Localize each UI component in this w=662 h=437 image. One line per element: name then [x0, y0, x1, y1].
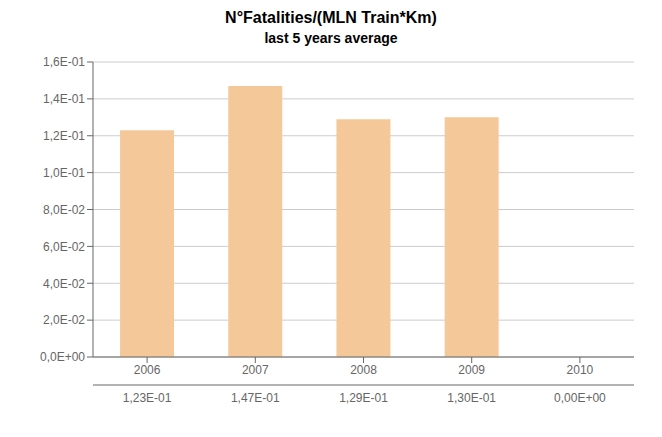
svg-text:1,29E-01: 1,29E-01 [339, 391, 388, 405]
svg-text:1,47E-01: 1,47E-01 [231, 391, 280, 405]
svg-text:1,23E-01: 1,23E-01 [123, 391, 172, 405]
svg-text:8,0E-02: 8,0E-02 [43, 203, 85, 217]
svg-text:2,0E-02: 2,0E-02 [43, 313, 85, 327]
svg-text:1,2E-01: 1,2E-01 [43, 129, 85, 143]
svg-text:2009: 2009 [458, 363, 485, 377]
svg-text:0,0E+00: 0,0E+00 [40, 350, 85, 364]
svg-text:6,0E-02: 6,0E-02 [43, 240, 85, 254]
svg-text:2008: 2008 [350, 363, 377, 377]
svg-text:4,0E-02: 4,0E-02 [43, 277, 85, 291]
svg-text:1,0E-01: 1,0E-01 [43, 166, 85, 180]
svg-text:0,00E+00: 0,00E+00 [554, 391, 606, 405]
svg-text:1,6E-01: 1,6E-01 [43, 55, 85, 69]
svg-text:2010: 2010 [567, 363, 594, 377]
svg-text:2006: 2006 [134, 363, 161, 377]
svg-text:1,4E-01: 1,4E-01 [43, 92, 85, 106]
svg-text:1,30E-01: 1,30E-01 [447, 391, 496, 405]
svg-text:2007: 2007 [242, 363, 269, 377]
html-text:N°Fatalities/(MLN Train*Km): N°Fatalities/(MLN Train*Km) [225, 9, 437, 26]
html-text:last 5 years average: last 5 years average [264, 30, 398, 46]
